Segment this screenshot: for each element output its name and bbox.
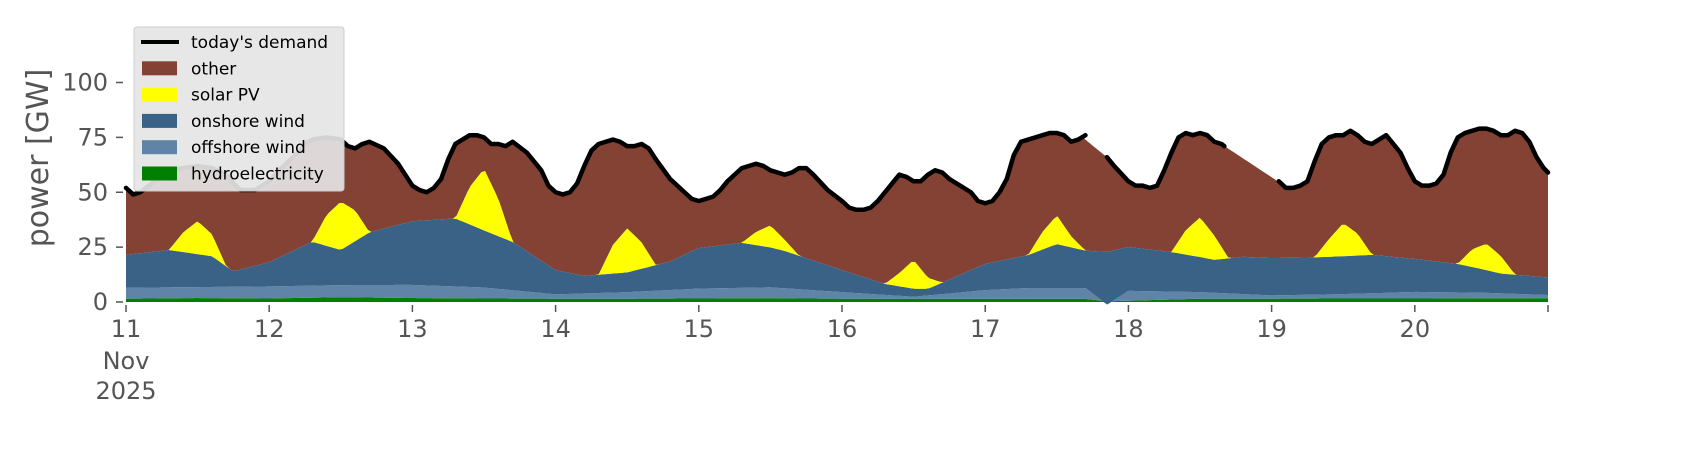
legend: today's demand other solar PV onshore wind o… xyxy=(133,26,345,192)
y-tick-label: 0 xyxy=(93,288,108,316)
legend-swatch xyxy=(142,87,177,102)
stacked-areas xyxy=(126,128,1548,305)
x-tick-label: 17 xyxy=(970,315,1001,343)
legend-swatch xyxy=(142,61,177,76)
legend-label: other xyxy=(191,59,236,79)
x-tick-sublabel: Nov xyxy=(103,347,150,375)
x-tick-label: 11 xyxy=(111,315,142,343)
y-axis-label: power [GW] xyxy=(21,69,56,248)
legend-label: offshore wind xyxy=(191,138,306,158)
area-hydroelectricity xyxy=(126,297,1548,302)
legend-label: today's demand xyxy=(191,33,328,53)
area-onshore-wind xyxy=(126,218,1548,305)
x-tick-label: 14 xyxy=(540,315,571,343)
legend-label: hydroelectricity xyxy=(191,165,324,185)
area-solar-pv xyxy=(126,171,1548,289)
x-tick-label: 16 xyxy=(827,315,858,343)
x-tick-label: 12 xyxy=(254,315,285,343)
y-tick-label: 100 xyxy=(62,69,108,97)
x-tick-label: 19 xyxy=(1256,315,1287,343)
area-offshore-wind xyxy=(126,284,1548,305)
legend-swatch xyxy=(142,166,177,181)
x-tick-label: 13 xyxy=(397,315,428,343)
y-tick-label: 75 xyxy=(77,123,108,151)
legend-label: solar PV xyxy=(191,86,260,106)
legend-swatch xyxy=(142,140,177,155)
x-tick-label: 20 xyxy=(1400,315,1431,343)
legend-box xyxy=(133,26,345,192)
y-tick-label: 50 xyxy=(77,178,108,206)
legend-swatch xyxy=(142,113,177,128)
x-tick-label: 18 xyxy=(1113,315,1144,343)
x-tick-label: 15 xyxy=(684,315,715,343)
x-tick-sublabel: 2025 xyxy=(95,377,156,405)
legend-label: onshore wind xyxy=(191,112,305,132)
area-other xyxy=(126,128,1548,284)
y-tick-label: 25 xyxy=(77,233,108,261)
